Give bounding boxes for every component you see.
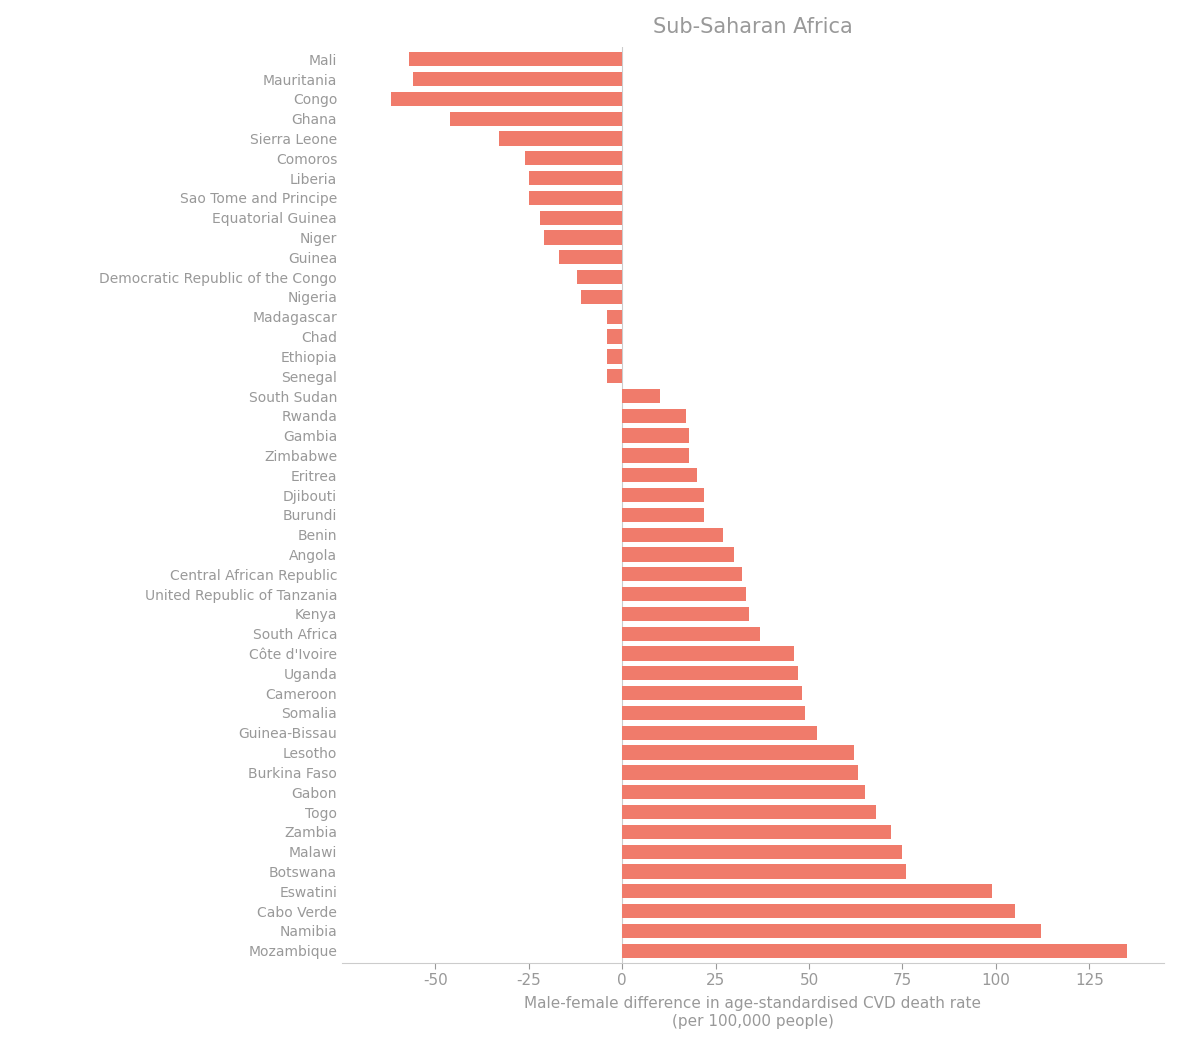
Bar bbox=[559, 250, 623, 264]
Title: Sub-Saharan Africa: Sub-Saharan Africa bbox=[653, 18, 853, 38]
Bar bbox=[623, 547, 734, 562]
Bar bbox=[623, 884, 992, 898]
Bar bbox=[607, 329, 623, 344]
Bar bbox=[623, 944, 1127, 957]
Bar bbox=[450, 112, 623, 126]
Bar bbox=[526, 151, 623, 165]
Bar bbox=[577, 270, 623, 284]
Bar bbox=[623, 845, 902, 858]
Bar bbox=[623, 408, 685, 423]
Bar bbox=[499, 132, 623, 145]
Bar bbox=[623, 904, 1014, 918]
Bar bbox=[544, 230, 623, 245]
Bar bbox=[623, 508, 704, 522]
Bar bbox=[409, 53, 623, 66]
X-axis label: Male-female difference in age-standardised CVD death rate
(per 100,000 people): Male-female difference in age-standardis… bbox=[524, 996, 982, 1029]
Bar bbox=[529, 190, 623, 205]
Bar bbox=[623, 587, 745, 602]
Bar bbox=[623, 805, 876, 820]
Bar bbox=[623, 785, 865, 800]
Bar bbox=[623, 448, 690, 463]
Bar bbox=[623, 726, 816, 740]
Bar bbox=[529, 171, 623, 185]
Bar bbox=[623, 746, 854, 760]
Bar bbox=[390, 92, 623, 106]
Bar bbox=[623, 924, 1040, 938]
Bar bbox=[607, 309, 623, 324]
Bar bbox=[607, 369, 623, 383]
Bar bbox=[623, 389, 660, 403]
Bar bbox=[623, 428, 690, 443]
Bar bbox=[623, 627, 761, 641]
Bar bbox=[623, 527, 724, 542]
Bar bbox=[623, 765, 858, 780]
Bar bbox=[623, 468, 697, 483]
Bar bbox=[623, 865, 906, 878]
Bar bbox=[623, 567, 742, 582]
Bar bbox=[623, 825, 892, 838]
Bar bbox=[413, 72, 623, 86]
Bar bbox=[623, 646, 794, 661]
Bar bbox=[623, 706, 805, 721]
Bar bbox=[607, 349, 623, 364]
Bar bbox=[540, 210, 623, 225]
Bar bbox=[623, 488, 704, 502]
Bar bbox=[581, 289, 623, 304]
Bar bbox=[623, 666, 798, 681]
Bar bbox=[623, 607, 749, 621]
Bar bbox=[623, 686, 802, 701]
